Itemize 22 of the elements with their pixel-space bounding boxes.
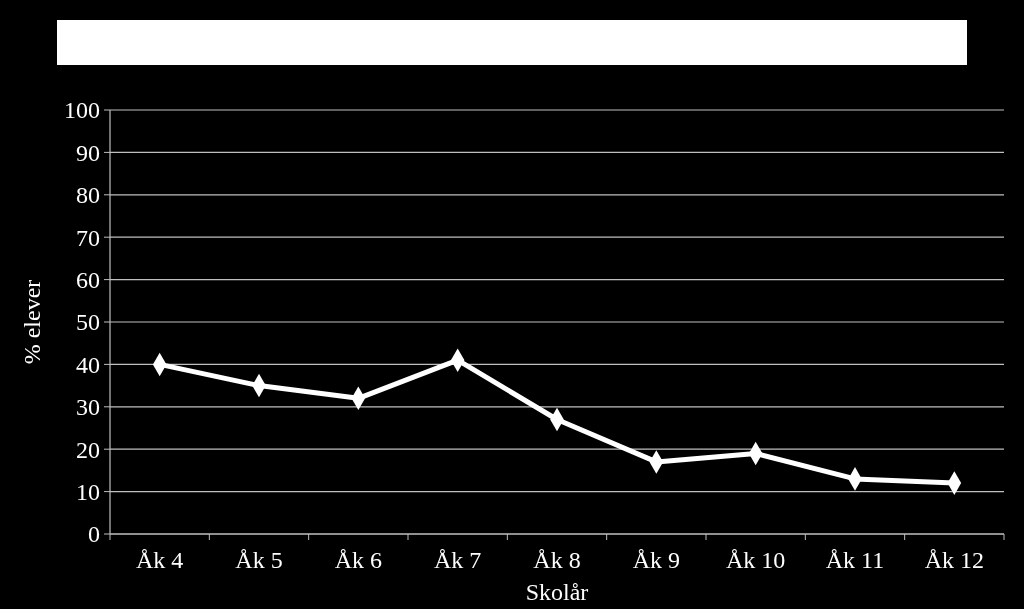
x-tick-label: Åk 12 bbox=[924, 547, 985, 573]
y-tick-label: 20 bbox=[76, 436, 100, 463]
x-tick-label: Åk 7 bbox=[433, 547, 482, 573]
y-tick-label: 50 bbox=[76, 309, 100, 336]
x-axis-title: Skolår bbox=[525, 579, 589, 605]
x-tick-label: Åk 11 bbox=[825, 547, 885, 573]
y-tick-label: 100 bbox=[64, 97, 100, 124]
x-tick-label: Åk 9 bbox=[632, 547, 681, 573]
x-tick-label: Åk 4 bbox=[135, 547, 184, 573]
y-tick-label: 10 bbox=[76, 479, 100, 505]
x-tick-label: Åk 5 bbox=[235, 547, 283, 573]
y-tick-label: 80 bbox=[76, 182, 100, 209]
y-tick-label: 60 bbox=[76, 267, 100, 293]
x-tick-label: Åk 8 bbox=[533, 547, 581, 573]
x-tick-label: Åk 10 bbox=[725, 547, 786, 573]
y-tick-label: 0 bbox=[88, 521, 100, 548]
y-axis-title: % elever bbox=[19, 279, 45, 365]
y-tick-label: 70 bbox=[76, 224, 100, 251]
y-tick-label: 90 bbox=[76, 139, 100, 166]
x-tick-label: Åk 6 bbox=[334, 547, 383, 573]
y-tick-label: 30 bbox=[76, 394, 100, 421]
y-tick-label: 40 bbox=[76, 351, 100, 378]
